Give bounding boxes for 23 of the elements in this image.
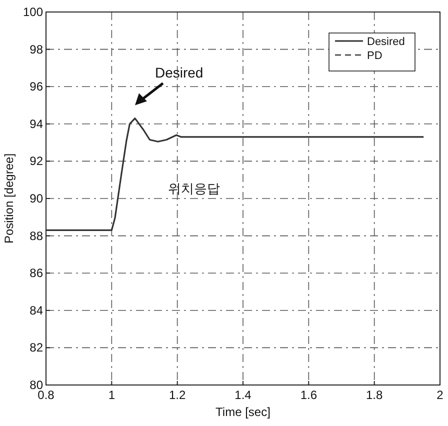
legend-label: Desired bbox=[367, 36, 405, 48]
y-tick-label: 86 bbox=[30, 266, 44, 280]
legend-label: PD bbox=[367, 50, 382, 62]
y-tick-label: 98 bbox=[30, 42, 44, 56]
annotation: 위치응답 bbox=[168, 180, 220, 196]
x-tick-label: 1.8 bbox=[366, 388, 383, 402]
x-tick-label: 1.4 bbox=[234, 388, 252, 402]
y-tick-label: 100 bbox=[22, 5, 44, 19]
x-tick-label: 1.2 bbox=[168, 388, 186, 402]
y-tick-label: 88 bbox=[30, 228, 44, 243]
x-tick-label: 1 bbox=[108, 388, 116, 402]
x-tick-label: 1.6 bbox=[300, 388, 318, 402]
y-tick-label: 94 bbox=[30, 116, 44, 131]
x-tick-label: 2 bbox=[436, 388, 444, 402]
y-tick-label: 96 bbox=[30, 80, 44, 94]
y-tick-label: 82 bbox=[30, 340, 44, 355]
y-tick-label: 84 bbox=[30, 303, 44, 318]
x-axis-title: Time [sec] bbox=[216, 405, 270, 419]
line-series bbox=[45, 118, 424, 232]
y-tick-label: 92 bbox=[30, 154, 44, 168]
y-axis-title: Position [degree] bbox=[2, 153, 16, 244]
y-tick-label: 90 bbox=[30, 192, 44, 206]
annotation: Desired bbox=[154, 64, 204, 80]
